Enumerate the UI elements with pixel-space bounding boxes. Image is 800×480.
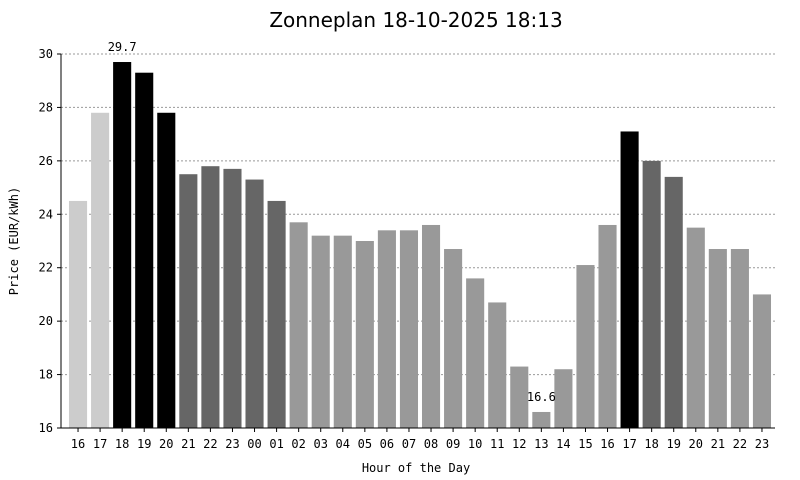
bar-13	[355, 241, 374, 428]
bar-11	[311, 235, 330, 428]
bar-12	[333, 235, 352, 428]
bar-21	[532, 411, 551, 428]
bar-0	[68, 200, 88, 428]
x-tick-label: 23	[755, 437, 769, 451]
bar-10	[289, 222, 308, 428]
x-tick-label: 04	[336, 437, 350, 451]
bar-26	[642, 160, 661, 428]
bar-5	[179, 174, 198, 428]
bar-16	[421, 224, 441, 428]
bar-8	[245, 179, 264, 428]
x-tick-label: 18	[644, 437, 658, 451]
x-tick-label: 22	[733, 437, 747, 451]
bar-23	[576, 265, 595, 428]
data-label-1: 16.6	[527, 390, 556, 404]
x-tick-label: 07	[402, 437, 416, 451]
x-tick-label: 08	[424, 437, 438, 451]
y-tick-label: 26	[39, 154, 53, 168]
annotations: 29.7 16.6	[108, 40, 556, 404]
x-axis-label: Hour of the Day	[362, 461, 470, 475]
bar-1	[91, 112, 110, 429]
x-tick-label: 19	[137, 437, 151, 451]
y-tick-label: 28	[39, 100, 53, 114]
bar-6	[201, 166, 220, 428]
bar-15	[399, 230, 419, 428]
bar-29	[708, 249, 727, 428]
bar-9	[267, 200, 286, 428]
x-tick-label: 23	[225, 437, 239, 451]
x-tick-label: 09	[446, 437, 460, 451]
x-tick-label: 06	[380, 437, 394, 451]
bar-2	[113, 62, 132, 429]
bar-28	[686, 227, 705, 428]
x-tick-label: 16	[71, 437, 85, 451]
x-tick-label: 15	[578, 437, 592, 451]
x-tick-label: 14	[556, 437, 570, 451]
bar-18	[466, 278, 485, 428]
bars	[68, 62, 772, 429]
x-tick-label: 12	[512, 437, 526, 451]
x-tick-label: 17	[622, 437, 636, 451]
y-tick-label: 22	[39, 261, 53, 275]
bar-27	[664, 176, 683, 428]
y-axis-ticks: 16 18 20 22 24 26 28 30	[39, 47, 61, 435]
bar-30	[730, 249, 749, 428]
x-tick-label: 01	[269, 437, 283, 451]
x-tick-label: 18	[115, 437, 129, 451]
y-tick-label: 20	[39, 314, 53, 328]
x-tick-label: 20	[159, 437, 173, 451]
x-tick-label: 16	[600, 437, 614, 451]
bar-31	[752, 294, 772, 428]
x-tick-label: 20	[689, 437, 703, 451]
bar-19	[488, 302, 507, 428]
data-label-0: 29.7	[108, 40, 137, 54]
x-tick-label: 21	[181, 437, 195, 451]
x-tick-label: 13	[534, 437, 548, 451]
x-axis-ticks: 16 17 18 19 20 21 22 23 00 01 02 03 04 05 06 07 08 09 10 11…	[71, 428, 769, 451]
x-tick-label: 10	[468, 437, 482, 451]
y-tick-label: 24	[39, 207, 53, 221]
y-axis-label: Price (EUR/kWh)	[7, 187, 21, 295]
chart-title: Zonneplan 18-10-2025 18:13	[269, 8, 562, 32]
y-tick-label: 18	[39, 368, 53, 382]
x-tick-label: 17	[93, 437, 107, 451]
bar-25	[620, 131, 639, 428]
x-tick-label: 22	[203, 437, 217, 451]
bar-3	[135, 72, 154, 428]
bar-7	[223, 168, 242, 428]
x-tick-label: 19	[666, 437, 680, 451]
x-tick-label: 00	[247, 437, 261, 451]
bar-4	[157, 112, 176, 429]
x-tick-label: 11	[490, 437, 504, 451]
bar-20	[510, 366, 529, 428]
y-tick-label: 16	[39, 421, 53, 435]
bar-22	[554, 369, 573, 428]
x-tick-label: 03	[313, 437, 327, 451]
bar-17	[444, 249, 463, 428]
y-tick-label: 30	[39, 47, 53, 61]
bar-24	[598, 224, 617, 428]
x-tick-label: 02	[291, 437, 305, 451]
bar-14	[377, 230, 396, 428]
x-tick-label: 05	[358, 437, 372, 451]
x-tick-label: 21	[711, 437, 725, 451]
